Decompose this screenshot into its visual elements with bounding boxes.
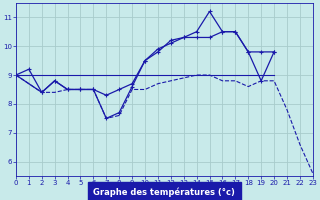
X-axis label: Graphe des températures (°c): Graphe des températures (°c) [93, 188, 235, 197]
